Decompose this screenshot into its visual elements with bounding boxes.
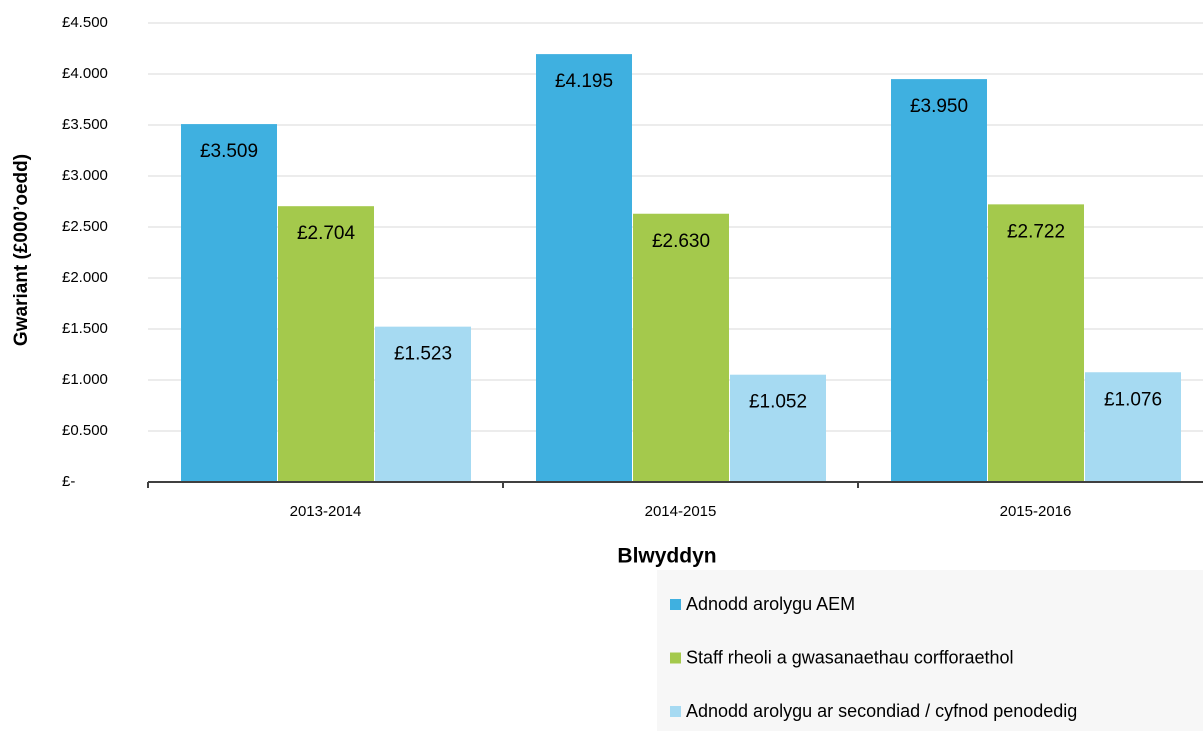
bar [988,204,1084,482]
y-axis-title: Gwariant (£000’oedd) [11,154,32,346]
x-tick-label: 2013-2014 [290,503,362,520]
value-label: £2.704 [297,223,356,244]
value-label: £2.722 [1007,221,1065,242]
value-label: £1.523 [394,344,452,365]
value-label: £3.509 [200,141,258,162]
legend-swatch [670,599,681,610]
bar [181,124,277,482]
x-axis-title: Blwyddyn [617,545,716,568]
value-label: £1.076 [1104,389,1162,410]
legend-label: Adnodd arolygu AEM [686,594,855,614]
legend-label: Staff rheoli a gwasanaethau corfforaetho… [686,647,1014,667]
value-label: £4.195 [555,71,613,92]
y-tick-label: £0.500 [62,422,108,439]
y-tick-label: £1.000 [62,371,108,388]
y-tick-label: £2.500 [62,218,108,235]
value-label: £1.052 [749,392,807,413]
bar [633,213,729,483]
y-tick-label: £4.500 [62,14,108,31]
x-tick-label: 2014-2015 [645,503,717,520]
y-tick-label: £2.000 [62,269,108,286]
legend-swatch [670,652,681,664]
value-label: £3.950 [910,96,968,117]
bar [278,206,374,482]
legend-box [657,570,1203,731]
bar [1085,372,1181,482]
y-tick-label: £- [62,473,75,490]
bar [730,374,826,482]
y-tick-label: £3.000 [62,167,108,184]
legend-swatch [670,706,681,717]
bar [375,326,471,482]
y-tick-label: £4.000 [62,65,108,82]
y-tick-label: £1.500 [62,320,108,337]
bar [891,79,987,482]
y-tick-label: £3.500 [62,116,108,133]
value-label: £2.630 [652,231,710,252]
bar [536,54,632,483]
x-tick-label: 2015-2016 [1000,503,1072,520]
legend-label: Adnodd arolygu ar secondiad / cyfnod pen… [686,701,1077,721]
